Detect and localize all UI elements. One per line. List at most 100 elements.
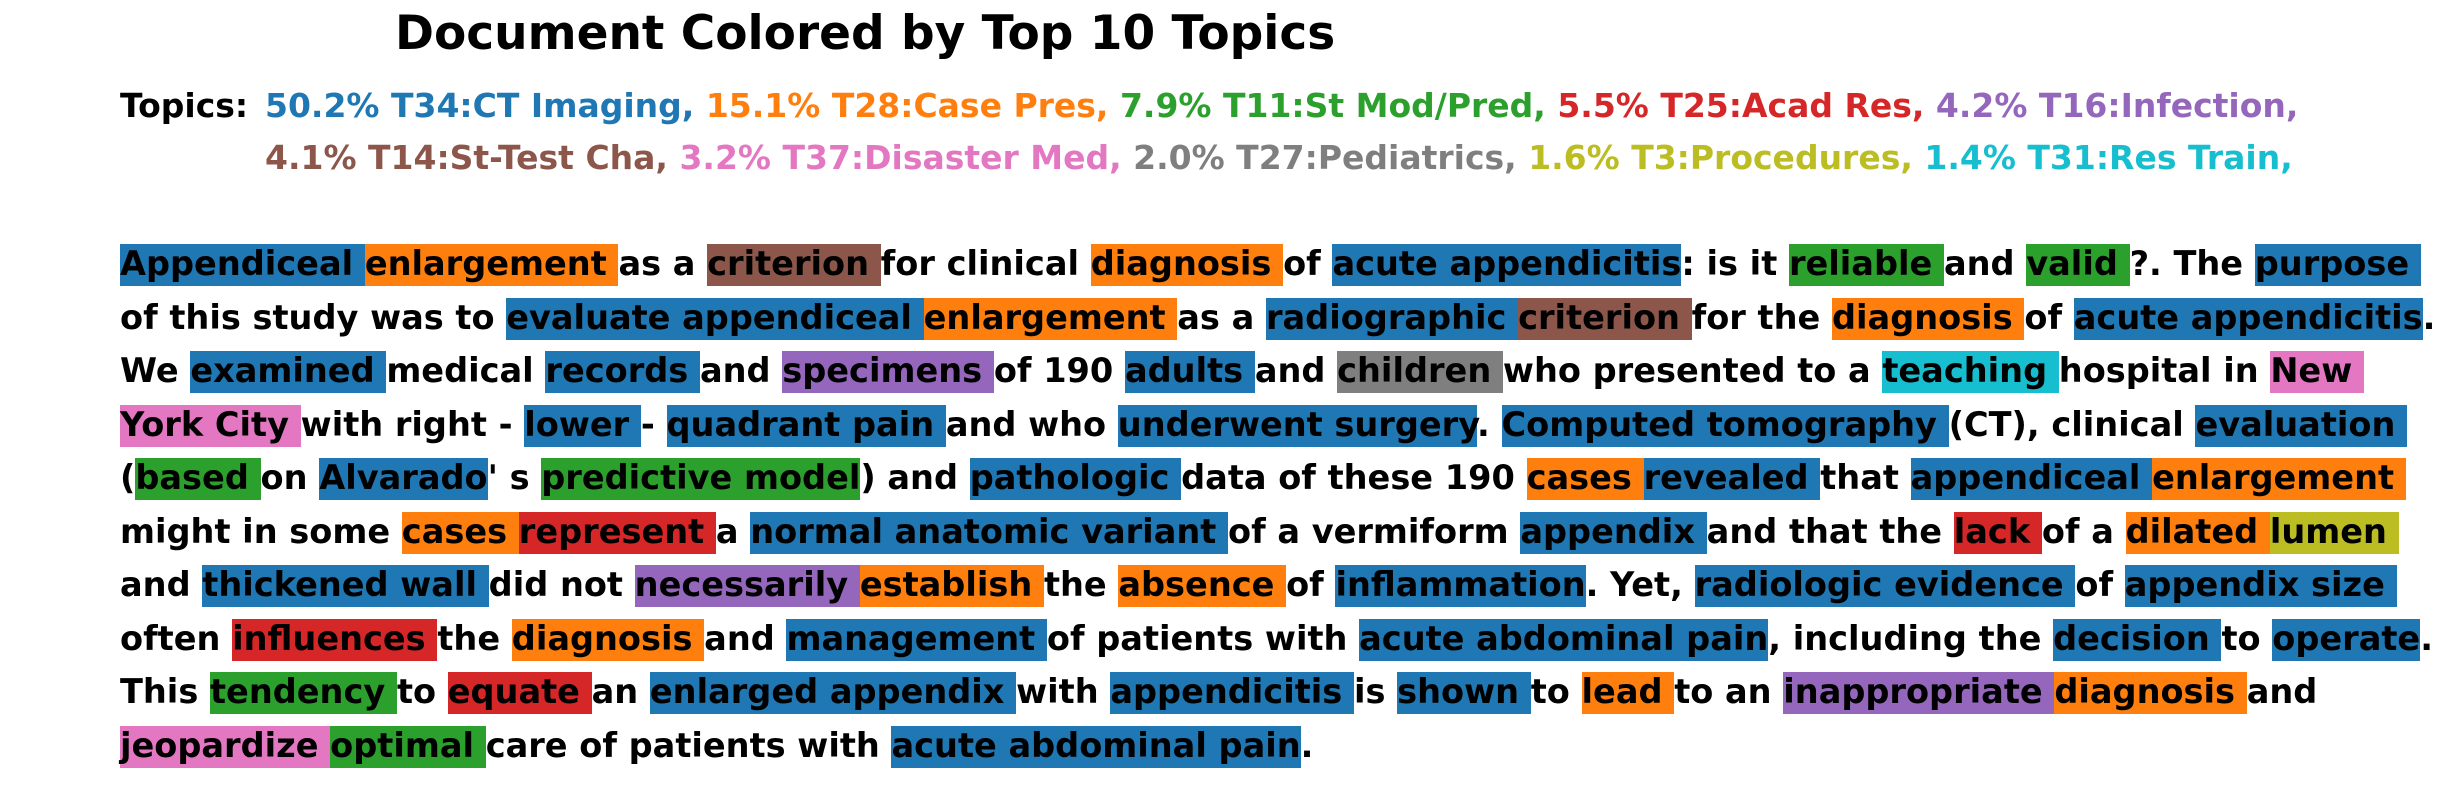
plain-text: of [1286, 565, 1336, 604]
plain-text: might in some [120, 511, 402, 551]
topic-highlight: quadrant pain [666, 404, 946, 447]
topic-highlight: radiologic evidence [1694, 565, 2076, 607]
topic-highlight: acute abdominal pain [891, 725, 1301, 768]
topic-highlight: reliable [1788, 244, 1944, 286]
topic-highlight: absence [1118, 565, 1287, 607]
topic-highlight: appendicitis [1110, 672, 1354, 714]
topic-highlight: lower [524, 404, 641, 447]
plain-text: as a [1177, 297, 1266, 337]
topic-highlight: evaluation [2195, 404, 2408, 447]
plain-text: . We [120, 297, 2446, 391]
topic-highlight: based [135, 458, 261, 500]
topic-highlight: inflammation [1335, 565, 1586, 607]
document-text: Appendiceal enlargement as a criterion f… [120, 237, 2440, 772]
topic-legend-item: 7.9% T11:St Mod/Pred, [1119, 86, 1546, 125]
topic-highlight: criterion [1518, 297, 1692, 340]
plain-text: of patients with [1046, 618, 1360, 658]
topic-highlight: adults [1124, 351, 1255, 393]
plain-text: . Yet, [1585, 565, 1695, 604]
topic-legend-item: 1.6% T3:Procedures, [1528, 138, 1913, 177]
plain-text: the [437, 618, 512, 658]
topic-highlight: dilated [2125, 511, 2270, 554]
plain-text: who presented to a [1502, 351, 1883, 390]
topic-highlight: lumen [2269, 511, 2399, 554]
topic-highlight: jeopardize [120, 725, 331, 768]
topic-highlight: criterion [707, 244, 881, 286]
plain-text: and [704, 618, 787, 658]
plain-text: ( [120, 458, 136, 497]
plain-text: and that the [1706, 511, 1954, 551]
topic-highlight: examined [190, 351, 387, 393]
plain-text: and [2246, 672, 2330, 711]
topic-highlight: teaching [1882, 351, 2059, 393]
topic-highlight: management [786, 618, 1047, 661]
plain-text: medical [386, 351, 546, 390]
plain-text: ?. The [2129, 244, 2255, 283]
topic-legend-item: 5.5% T25:Acad Res, [1557, 86, 1925, 125]
plain-text: with right - [300, 404, 525, 444]
plain-text: did not [488, 565, 635, 604]
topic-highlight: cases [1526, 458, 1644, 500]
topic-highlight: appendix size [2124, 565, 2397, 607]
topic-legend-item: 3.2% T37:Disaster Med, [679, 138, 1122, 177]
plain-text: data of these 190 [1181, 458, 1527, 497]
topic-highlight: revealed [1643, 458, 1821, 500]
plain-text: and [699, 351, 783, 390]
topic-highlight: thickened wall [202, 565, 489, 607]
topic-highlight: enlargement [923, 297, 1178, 340]
topic-highlight: children [1337, 351, 1503, 393]
plain-text: to [396, 672, 448, 711]
topic-highlight: enlarged appendix [649, 672, 1017, 714]
plain-text: . This [120, 618, 2445, 712]
topic-highlight: appendiceal [1910, 458, 2153, 500]
plain-text: to [1530, 672, 1582, 711]
topic-highlight: specimens [782, 351, 994, 393]
topic-highlight: normal anatomic variant [750, 511, 1228, 554]
plain-text: . [1477, 404, 1502, 444]
topic-highlight: enlargement [364, 244, 619, 286]
plain-text: and [120, 565, 203, 604]
plain-text: is [1353, 672, 1398, 711]
topic-legend-item: 15.1% T28:Case Pres, [705, 86, 1109, 125]
plain-text: with [1016, 672, 1111, 711]
plain-text: hospital in [2058, 351, 2271, 390]
topic-legend-item: 50.2% T34:CT Imaging, [265, 86, 695, 125]
plain-text: of a [2041, 511, 2126, 551]
topics-legend: 50.2% T34:CT Imaging, 15.1% T28:Case Pre… [265, 80, 2425, 184]
topic-highlight: decision [2053, 618, 2222, 661]
plain-text: on [260, 458, 320, 497]
plain-text: as a [618, 244, 708, 283]
topic-legend-item: 1.4% T31:Res Train, [1924, 138, 2293, 177]
topic-highlight: predictive model [541, 458, 861, 500]
page-title: Document Colored by Top 10 Topics [395, 6, 1336, 61]
topic-highlight: acute appendicitis [2073, 297, 2423, 340]
topic-highlight: tendency [210, 672, 397, 714]
topic-highlight: operate [2272, 618, 2421, 661]
plain-text: to [2221, 618, 2273, 658]
topic-highlight: evaluate appendiceal [506, 297, 924, 340]
plain-text: , including the [1768, 618, 2054, 658]
plain-text: ' s [487, 458, 542, 497]
topic-highlight: Computed tomography [1501, 404, 1949, 447]
plain-text: - [640, 404, 667, 444]
plain-text: often [120, 618, 233, 658]
topic-highlight: shown [1397, 672, 1531, 714]
plain-text: a [715, 511, 751, 551]
topic-highlight: cases [401, 511, 519, 554]
plain-text: (CT), clinical [1948, 404, 2196, 444]
plain-text: for clinical [880, 244, 1091, 283]
topic-highlight: acute appendicitis [1332, 244, 1682, 286]
topic-highlight: influences [232, 618, 438, 661]
plain-text: of [2075, 565, 2125, 604]
plain-text: an [591, 672, 650, 711]
topic-highlight: inappropriate [1783, 672, 2055, 714]
topic-highlight: valid [2026, 244, 2130, 286]
plain-text: of 190 [993, 351, 1125, 390]
plain-text: that [1820, 458, 1911, 497]
topics-label: Topics: [120, 86, 249, 125]
plain-text: and [1943, 244, 2027, 283]
topic-highlight: represent [518, 511, 716, 554]
topic-legend-item: 4.2% T16:Infection, [1935, 86, 2299, 125]
topic-highlight: records [545, 351, 700, 393]
plain-text: of [2024, 297, 2074, 337]
